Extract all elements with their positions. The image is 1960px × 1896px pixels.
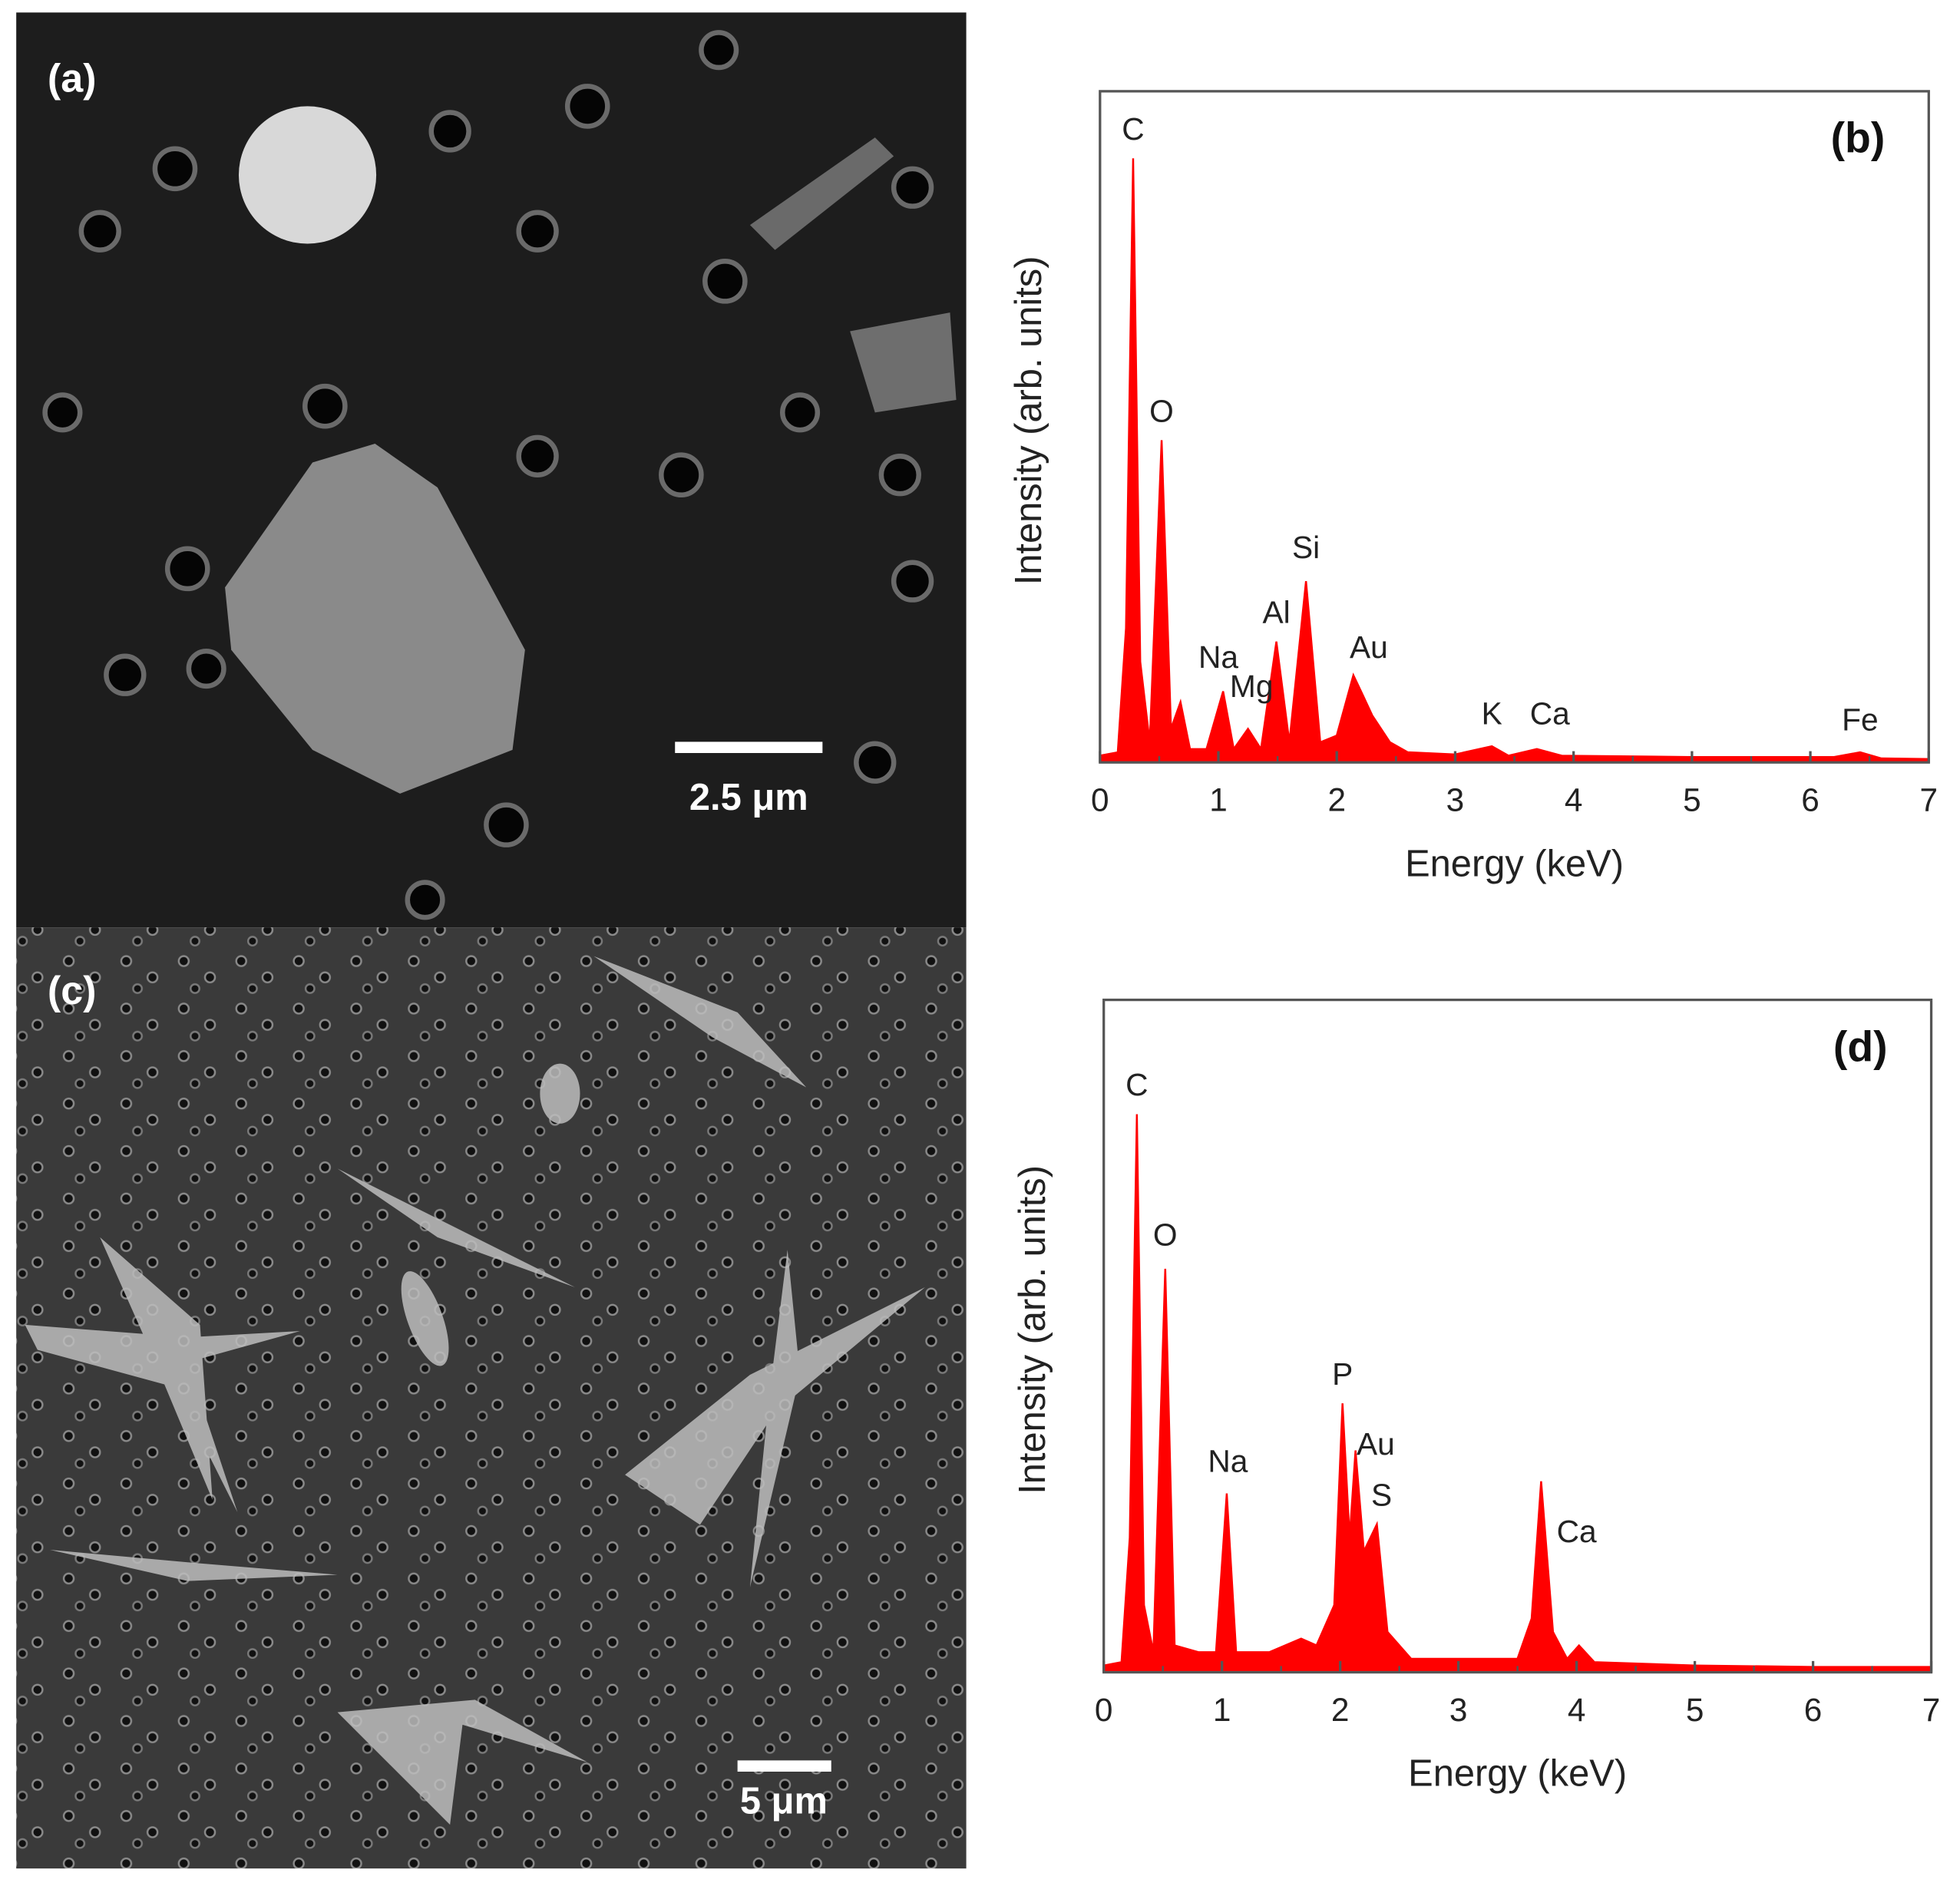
peak-label: P bbox=[1332, 1356, 1353, 1392]
x-axis-label: Energy (keV) bbox=[1408, 1753, 1627, 1795]
x-tick-label: 3 bbox=[1446, 782, 1465, 818]
panel-label: (a) bbox=[48, 57, 97, 101]
y-axis-label: Intensity (arb. units) bbox=[1008, 256, 1049, 586]
peak-label: O bbox=[1149, 393, 1174, 428]
peak-label: Al bbox=[1262, 595, 1290, 630]
peak-label: Au bbox=[1357, 1426, 1395, 1462]
sem-image-c bbox=[16, 927, 967, 1869]
x-tick-label: 5 bbox=[1686, 1692, 1704, 1728]
x-tick-label: 2 bbox=[1331, 1692, 1350, 1728]
spectrum-area bbox=[1099, 158, 1930, 764]
spectrum-area bbox=[1102, 1114, 1932, 1673]
sem-image-a bbox=[16, 12, 967, 928]
y-axis-label: Intensity (arb. units) bbox=[1012, 1165, 1053, 1495]
peak-label: Na bbox=[1198, 639, 1238, 675]
peak-label: Ca bbox=[1530, 696, 1570, 732]
x-tick-label: 7 bbox=[1922, 1692, 1941, 1728]
x-tick-label: 2 bbox=[1327, 782, 1346, 818]
x-tick-label: 6 bbox=[1804, 1692, 1823, 1728]
panel-label: (c) bbox=[48, 969, 97, 1013]
x-tick-label: 0 bbox=[1091, 782, 1109, 818]
peak-label: Na bbox=[1208, 1444, 1248, 1479]
peak-label: C bbox=[1125, 1067, 1148, 1102]
scale-bar-label: 2.5 μm bbox=[689, 777, 808, 818]
peak-label: O bbox=[1153, 1217, 1178, 1253]
peak-label: S bbox=[1371, 1478, 1392, 1513]
x-tick-label: 4 bbox=[1565, 782, 1583, 818]
peak-label: Au bbox=[1350, 629, 1388, 665]
x-tick-label: 4 bbox=[1568, 1692, 1586, 1728]
x-tick-label: 0 bbox=[1095, 1692, 1113, 1728]
x-tick-label: 1 bbox=[1209, 782, 1228, 818]
panel-label: (d) bbox=[1833, 1022, 1888, 1070]
x-tick-label: 6 bbox=[1801, 782, 1820, 818]
peak-label: C bbox=[1122, 111, 1144, 147]
peak-label: Mg bbox=[1230, 669, 1274, 704]
peak-label: K bbox=[1482, 696, 1502, 732]
x-tick-label: 3 bbox=[1449, 1692, 1468, 1728]
panel-label: (b) bbox=[1831, 114, 1886, 162]
x-axis-label: Energy (keV) bbox=[1405, 843, 1624, 884]
x-tick-label: 7 bbox=[1920, 782, 1939, 818]
x-tick-label: 1 bbox=[1213, 1692, 1231, 1728]
x-tick-label: 5 bbox=[1683, 782, 1701, 818]
scale-bar-label: 5 μm bbox=[740, 1780, 828, 1822]
peak-label: Ca bbox=[1557, 1514, 1597, 1549]
peak-label: Si bbox=[1292, 530, 1320, 565]
peak-label: Fe bbox=[1842, 702, 1878, 738]
